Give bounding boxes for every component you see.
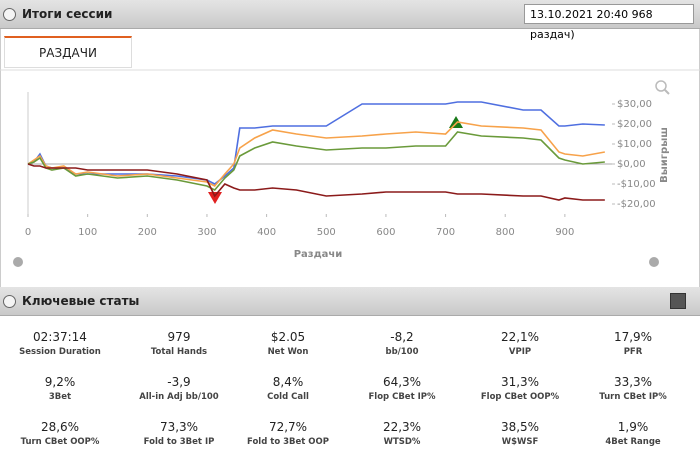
min-marker	[208, 192, 222, 204]
collapse-button[interactable]	[3, 295, 16, 308]
stat-value: -3,9	[167, 375, 191, 389]
x-tick-label: 200	[138, 227, 157, 238]
x-tick-label: 800	[496, 227, 515, 238]
info-icon[interactable]	[649, 257, 659, 267]
session-select[interactable]: 13.10.2021 20:40 968 раздач)	[524, 4, 694, 41]
stat-label: VPIP	[508, 347, 532, 357]
layout-toggle[interactable]	[670, 293, 686, 309]
stat-label: Fold to 3Bet IP	[143, 437, 215, 447]
stat: 28,6% Turn CBet OOP%	[2, 420, 118, 447]
stat-label: bb/100	[385, 347, 419, 357]
stat-value: 22,1%	[500, 330, 540, 344]
stat-value: 8,4%	[272, 375, 304, 389]
stat-label: Fold to 3Bet OOP	[247, 437, 329, 447]
y-tick-label: -$10,00	[617, 179, 656, 190]
stat-label: W$WSF	[501, 437, 539, 447]
stat-label: Net Won	[267, 347, 309, 357]
x-tick-label: 400	[257, 227, 276, 238]
stat: 8,4% Cold Call	[230, 375, 346, 402]
y-tick-label: -$20,00	[617, 199, 656, 210]
y-tick-label: $0,00	[617, 159, 646, 170]
stat-value: 28,6%	[40, 420, 80, 434]
stat-value: 17,9%	[613, 330, 653, 344]
stat-label: Cold Call	[267, 392, 309, 402]
stat-value: 979	[167, 330, 191, 344]
stat-value: 73,3%	[159, 420, 199, 434]
max-marker	[449, 116, 463, 128]
header-bar: Итоги сессии 13.10.2021 20:40 968 раздач…	[0, 0, 700, 41]
x-tick-label: 900	[555, 227, 574, 238]
stat-label: Flop CBet OOP%	[480, 392, 560, 402]
stat: 9,2% 3Bet	[2, 375, 118, 402]
stat: 1,9% 4Bet Range	[575, 420, 691, 447]
stat: 72,7% Fold to 3Bet OOP	[230, 420, 346, 447]
stat-value: 72,7%	[268, 420, 308, 434]
stat-label: WTSD%	[383, 437, 421, 447]
stat: -8,2 bb/100	[344, 330, 460, 357]
y-axis-label: Выигрыш	[659, 127, 670, 183]
stat-value: 38,5%	[500, 420, 540, 434]
stat-label: Turn CBet IP%	[599, 392, 667, 402]
stats-title: Ключевые статы	[22, 294, 140, 308]
stat-value: -8,2	[390, 330, 414, 344]
stat: 31,3% Flop CBet OOP%	[462, 375, 578, 402]
settings-icon[interactable]	[13, 257, 23, 267]
zoom-icon[interactable]	[655, 80, 667, 92]
y-tick-label: $30,00	[617, 99, 652, 110]
y-tick-label: $20,00	[617, 119, 652, 130]
stat-label: Session Duration	[19, 347, 101, 357]
stat-label: Total Hands	[150, 347, 208, 357]
stat-value: 9,2%	[44, 375, 76, 389]
stat-label: Flop CBet IP%	[368, 392, 436, 402]
stat-value: 31,3%	[500, 375, 540, 389]
x-tick-label: 600	[376, 227, 395, 238]
x-tick-label: 0	[25, 227, 31, 238]
stat: $2.05 Net Won	[230, 330, 346, 357]
tab[interactable]: РАЗДАЧИ	[4, 36, 132, 68]
zoom-icon	[664, 89, 670, 95]
stat-value: 22,3%	[382, 420, 422, 434]
chart: Раздачи Выигрыш $30,00 $20,00 $10,00 $0,00 -…	[0, 69, 700, 267]
stat-value: 64,3%	[382, 375, 422, 389]
series-line	[27, 101, 605, 185]
stat-label: PFR	[623, 347, 643, 357]
stat: 64,3% Flop CBet IP%	[344, 375, 460, 402]
x-tick-label: 100	[78, 227, 97, 238]
stat-label: Turn CBet OOP%	[20, 437, 100, 447]
stat-value: 33,3%	[613, 375, 653, 389]
stat: 38,5% W$WSF	[462, 420, 578, 447]
stat-value: $2.05	[270, 330, 306, 344]
stat-label: 3Bet	[48, 392, 72, 402]
stat: 979 Total Hands	[121, 330, 237, 357]
stat: 17,9% PFR	[575, 330, 691, 357]
x-tick-label: 500	[317, 227, 336, 238]
x-axis-label: Раздачи	[294, 249, 343, 260]
header-title: Итоги сессии	[22, 7, 113, 21]
stat-value: 1,9%	[617, 420, 649, 434]
series-line	[27, 131, 605, 192]
stats-bar: Ключевые статы	[0, 287, 700, 316]
stat-label: All-in Adj bb/100	[139, 392, 219, 402]
stat: 02:37:14 Session Duration	[2, 330, 118, 357]
stat: 73,3% Fold to 3Bet IP	[121, 420, 237, 447]
x-tick-label: 300	[197, 227, 216, 238]
stat: 33,3% Turn CBet IP%	[575, 375, 691, 402]
stat: 22,3% WTSD%	[344, 420, 460, 447]
stat-label: 4Bet Range	[605, 437, 661, 447]
stat-value: 02:37:14	[33, 330, 87, 344]
y-tick-label: $10,00	[617, 139, 652, 150]
stat: -3,9 All-in Adj bb/100	[121, 375, 237, 402]
x-tick-label: 700	[436, 227, 455, 238]
series-line	[27, 163, 605, 201]
series-line	[27, 121, 605, 188]
collapse-button[interactable]	[3, 8, 16, 21]
stat: 22,1% VPIP	[462, 330, 578, 357]
